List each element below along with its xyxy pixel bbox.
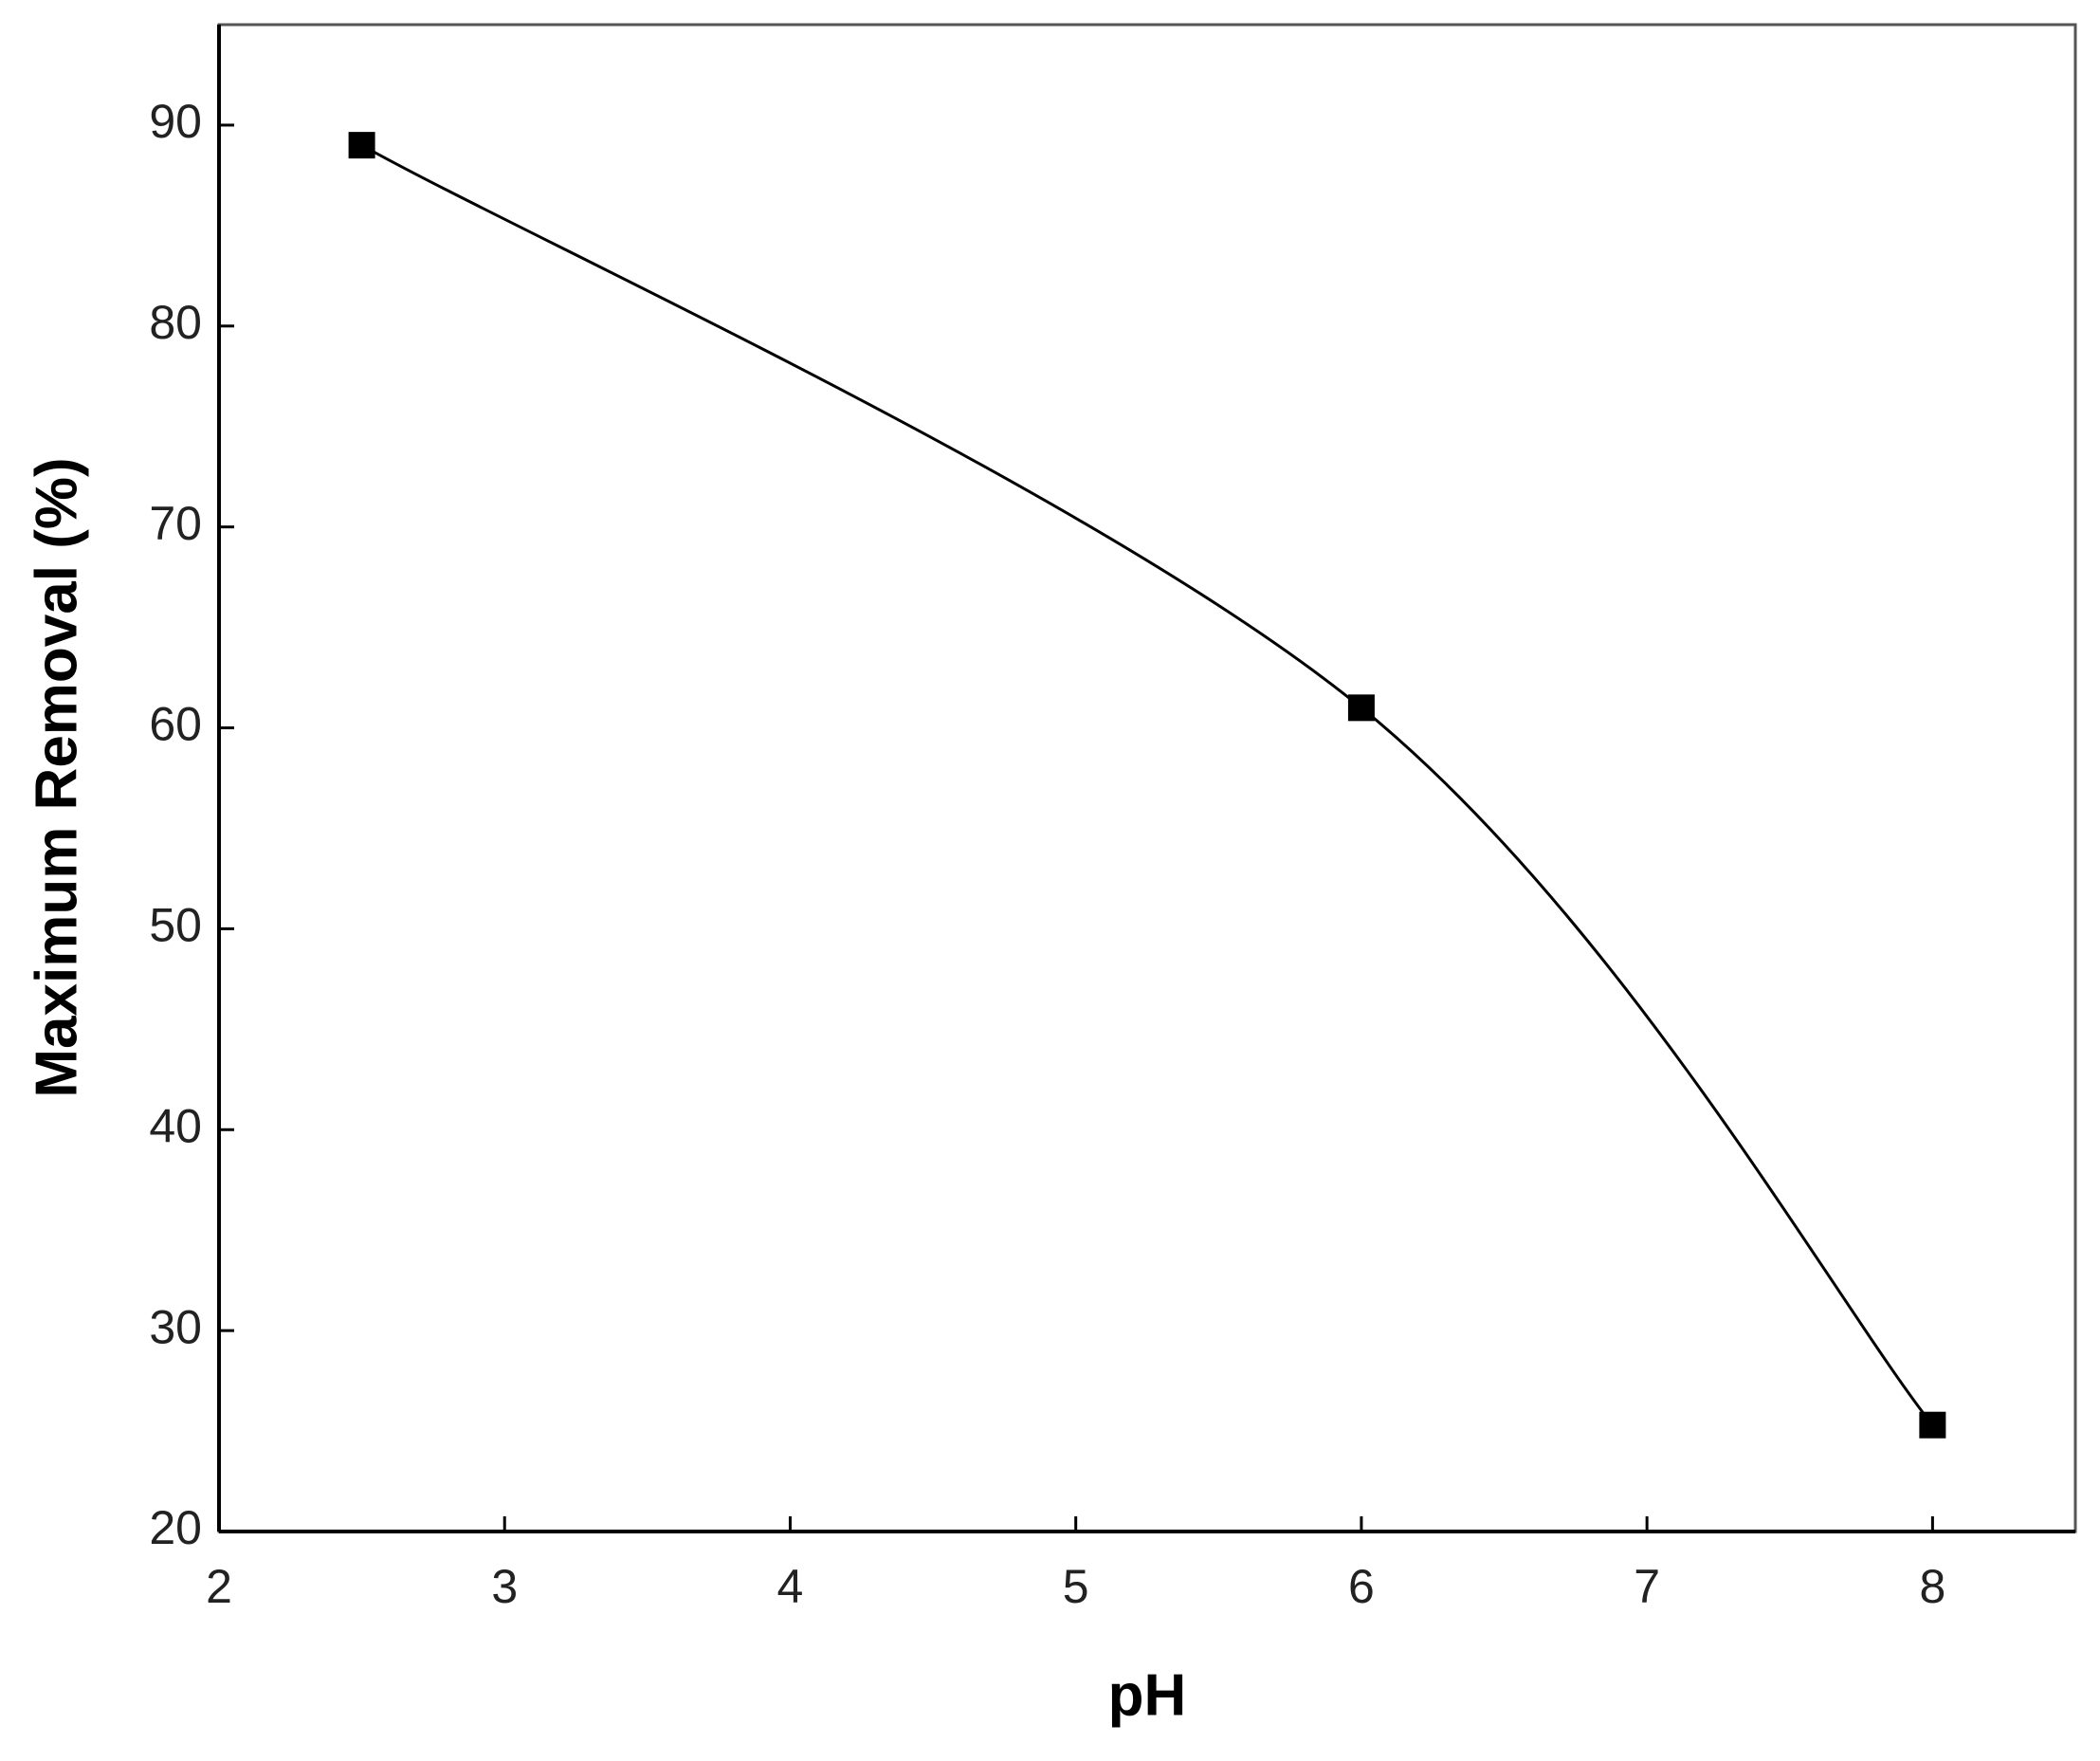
x-tick-label: 2 <box>206 1560 232 1613</box>
marker <box>1347 694 1375 722</box>
x-tick-label: 6 <box>1348 1560 1375 1613</box>
y-tick-label: 50 <box>149 899 202 952</box>
x-tick-label: 3 <box>491 1560 518 1613</box>
y-tick-label: 20 <box>149 1501 202 1554</box>
y-tick-label: 80 <box>149 296 202 349</box>
x-tick-label: 7 <box>1634 1560 1660 1613</box>
marker <box>348 132 375 159</box>
series-line <box>360 143 1934 1426</box>
y-tick-label: 60 <box>149 698 202 751</box>
y-tick-label: 90 <box>149 95 202 148</box>
plot-frame <box>217 23 2077 1533</box>
x-tick-label: 8 <box>1919 1560 1945 1613</box>
marker <box>1919 1411 1946 1439</box>
y-tick-label: 40 <box>149 1099 202 1152</box>
y-tick-label: 70 <box>149 497 202 550</box>
y-tick-label: 30 <box>149 1300 202 1353</box>
x-tick-label: 5 <box>1063 1560 1089 1613</box>
y-axis-title: Maximum Removal (%) <box>24 457 89 1097</box>
x-axis-title: pH <box>1108 1662 1187 1728</box>
x-tick-label: 4 <box>777 1560 804 1613</box>
